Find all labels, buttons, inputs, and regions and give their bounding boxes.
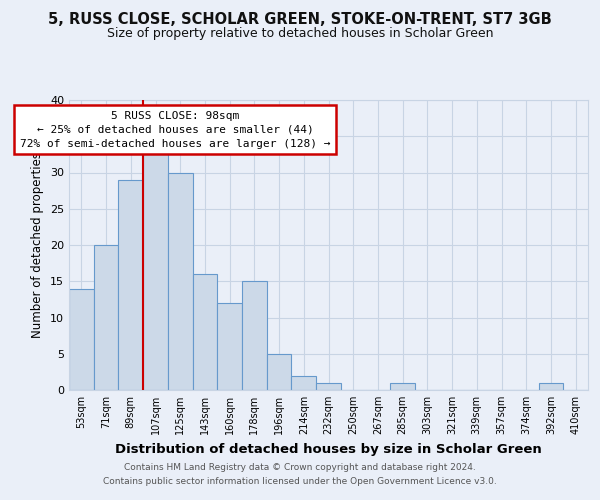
Bar xyxy=(316,383,341,390)
Bar xyxy=(217,303,242,390)
Text: 5 RUSS CLOSE: 98sqm
← 25% of detached houses are smaller (44)
72% of semi-detach: 5 RUSS CLOSE: 98sqm ← 25% of detached ho… xyxy=(20,111,331,149)
Y-axis label: Number of detached properties: Number of detached properties xyxy=(31,152,44,338)
Bar xyxy=(193,274,217,390)
Bar xyxy=(94,245,118,390)
Text: Contains HM Land Registry data © Crown copyright and database right 2024.: Contains HM Land Registry data © Crown c… xyxy=(124,464,476,472)
Bar xyxy=(242,281,267,390)
Bar xyxy=(390,383,415,390)
Bar xyxy=(267,354,292,390)
Text: 5, RUSS CLOSE, SCHOLAR GREEN, STOKE-ON-TRENT, ST7 3GB: 5, RUSS CLOSE, SCHOLAR GREEN, STOKE-ON-T… xyxy=(48,12,552,28)
Text: Size of property relative to detached houses in Scholar Green: Size of property relative to detached ho… xyxy=(107,28,493,40)
Text: Contains public sector information licensed under the Open Government Licence v3: Contains public sector information licen… xyxy=(103,477,497,486)
Bar xyxy=(168,172,193,390)
X-axis label: Distribution of detached houses by size in Scholar Green: Distribution of detached houses by size … xyxy=(115,442,542,456)
Bar xyxy=(118,180,143,390)
Bar xyxy=(539,383,563,390)
Bar xyxy=(292,376,316,390)
Bar xyxy=(143,151,168,390)
Bar xyxy=(69,288,94,390)
